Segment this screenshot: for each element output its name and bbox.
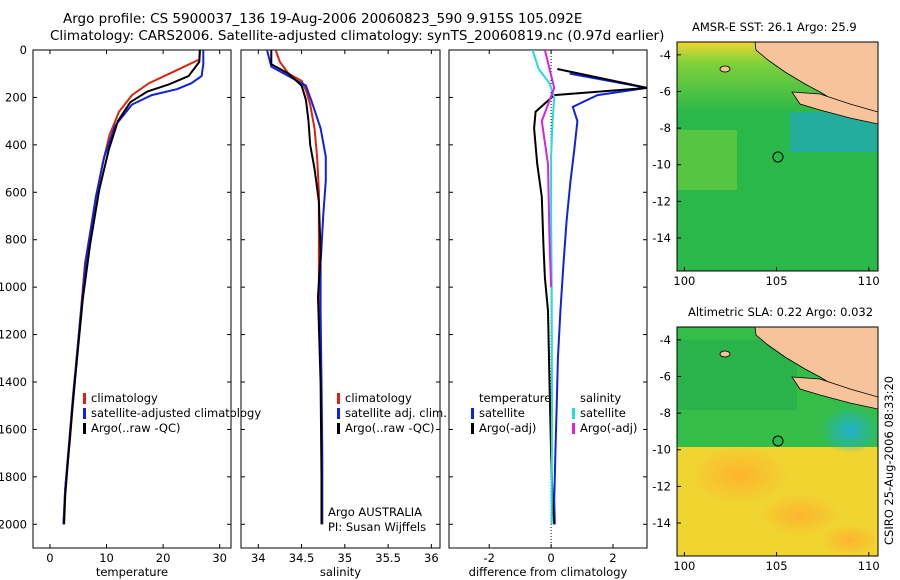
x-tick-label: 0 [46,551,53,565]
legend-satellite: satellite adj. clim. [345,406,447,420]
y-tick-label: 1200 [0,328,27,342]
x-tick-label: 30 [212,551,227,565]
sst-island [719,65,731,73]
map-x-tick-label: 100 [673,559,695,573]
series-sal-argo [540,50,556,288]
x-axis-label: temperature [96,565,168,579]
series-sal-satellite [531,50,556,525]
map-x-tick-label: 100 [673,274,695,288]
y-tick-label: 1800 [0,470,27,484]
map-y-tick-label: -12 [652,194,671,208]
map-y-tick-label: -6 [660,84,671,98]
map-y-tick-label: -14 [652,516,671,530]
map-y-tick-label: -12 [652,479,671,493]
legend-salinity-title: salinity [580,391,622,405]
y-tick-label: 400 [5,138,27,152]
sla-low-anomaly [820,406,878,454]
sst-land-sumatra [754,42,878,119]
credit-line2: PI: Susan Wijffels [328,520,427,534]
x-tick-label: 10 [99,551,114,565]
map-y-tick-label: -14 [652,231,671,245]
plot-frame [448,49,648,549]
sla-land-sumatra [754,327,878,404]
map-y-tick-label: -8 [660,406,671,420]
map-y-tick-label: -4 [660,333,671,347]
legend-satellite: satellite-adjusted climatology [91,406,262,420]
map-x-tick-label: 105 [766,559,788,573]
map-y-tick-label: -6 [660,369,671,383]
x-tick-label: 2 [609,551,616,565]
sla-map [676,326,879,557]
series-argo [270,50,323,525]
plot-frame [32,49,232,549]
sst-argo-marker [772,151,784,163]
map-y-tick-label: -8 [660,121,671,135]
legend-sal-satellite: satellite [580,406,626,420]
temperature-legend: climatology satellite-adjusted climatolo… [83,391,261,436]
map-y-tick-label: -10 [652,158,671,172]
sla-argo-marker [772,435,784,447]
legend-argo: Argo(..raw -QC) [345,421,435,435]
x-tick-label: 35.5 [375,551,401,565]
y-tick-label: 600 [5,185,27,199]
x-tick-label: -2 [483,551,494,565]
difference-legend-salinity: salinity satellite Argo(-adj) [572,391,637,436]
series-climatology [274,50,323,525]
x-tick-label: 35 [338,551,353,565]
map-x-tick-label: 110 [858,274,880,288]
map-y-tick-label: -10 [652,443,671,457]
y-tick-label: 1400 [0,375,27,389]
sla-map-title: Altimetric SLA: 0.22 Argo: 0.032 [688,305,874,319]
y-tick-label: 800 [5,233,27,247]
map-axes-1: 100 105 110 -4 -6 -8 -10 -12 -14 [652,48,880,288]
difference-legend-temperature: temperature satellite Argo(-adj) [471,391,551,436]
map-y-tick-label: -4 [660,48,671,62]
salinity-legend: climatology satellite adj. clim. Argo(..… [337,391,447,436]
series-satellite [266,50,327,525]
x-tick-label: 20 [156,551,171,565]
x-tick-label: 0 [547,551,554,565]
legend-climatology: climatology [345,391,412,405]
series-argo [63,50,201,525]
y-tick-label: 1000 [0,280,27,294]
legend-temperature-title: temperature [479,391,552,405]
figure-title-line1: Argo profile: CS 5900037_136 19-Aug-2006… [63,11,583,27]
x-tick-label: 34.5 [289,551,315,565]
sst-map [676,41,879,272]
x-axis-label: difference from climatology [469,565,628,579]
legend-temp-argo: Argo(-adj) [479,421,537,435]
x-axis-label: salinity [320,565,361,579]
legend-climatology: climatology [91,391,158,405]
y-tick-label: 1600 [0,422,27,436]
legend-temp-satellite: satellite [479,406,525,420]
y-tick-label: 200 [5,90,27,104]
salinity-panel: 34 34.5 35 35.5 36 salinity [240,49,441,579]
map-x-tick-label: 110 [858,559,880,573]
temperature-panel: 0 10 20 30 0 200 400 600 800 1000 1200 1400 1600 1800… [0,43,232,579]
legend-sal-argo: Argo(-adj) [580,421,638,435]
sst-land-java [791,91,878,125]
credit-line1: Argo AUSTRALIA [328,505,423,519]
y-tick-label: 0 [20,43,27,57]
sst-map-title: AMSR-E SST: 26.1 Argo: 25.9 [692,20,857,34]
x-tick-label: 36 [424,551,439,565]
sla-land-java [791,376,878,410]
sla-high-anomaly [690,445,790,505]
y-tick-label: 2000 [0,517,27,531]
credit-block: Argo AUSTRALIA PI: Susan Wijffels [328,505,426,535]
x-tick-label: 34 [251,551,266,565]
legend-argo: Argo(..raw -QC) [91,421,181,435]
plot-frame [240,49,441,549]
figure-title-line2: Climatology: CARS2006. Satellite-adjuste… [50,28,665,44]
map-x-tick-label: 105 [766,274,788,288]
series-temp-satellite [553,72,647,525]
timestamp-stamp: CSIRO 25-Aug-2006 08:33:20 [882,375,896,545]
map-axes-2: 100 105 110 -4 -6 -8 -10 -12 -14 [652,333,880,573]
